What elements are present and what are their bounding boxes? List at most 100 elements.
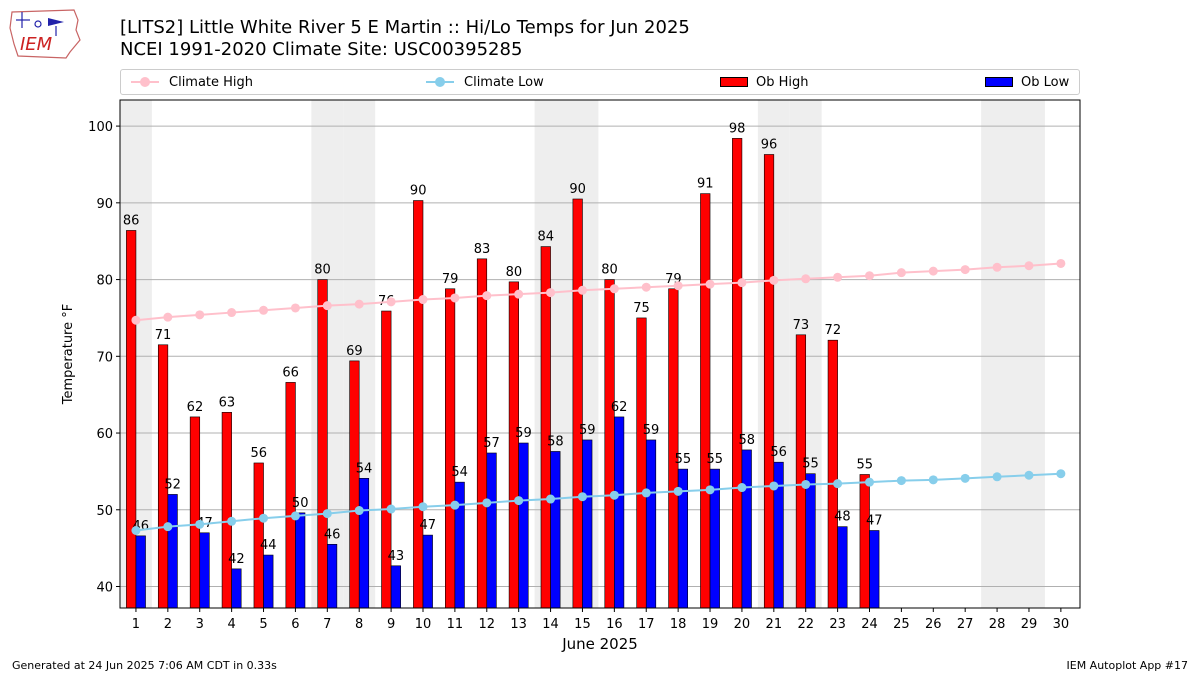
legend-item-ob-low: Ob Low	[985, 70, 1069, 94]
ob-low-bar	[645, 439, 657, 609]
climate-low-point	[195, 519, 205, 529]
ob-low-bar	[263, 554, 274, 609]
ob-high-label: 62	[187, 400, 204, 415]
weekend-band	[981, 100, 1014, 608]
x-tick-label: 21	[766, 617, 783, 632]
ob-high-bar	[540, 246, 551, 609]
ob-low-label: 42	[228, 552, 245, 567]
climate-high-point	[641, 282, 651, 292]
ob-low-label: 59	[579, 423, 596, 438]
climate-low-point	[1024, 470, 1034, 480]
y-tick-label: 60	[96, 427, 113, 442]
ob-high-label: 80	[314, 263, 331, 278]
ob-high-bar	[572, 198, 583, 609]
x-tick-label: 11	[447, 617, 464, 632]
ob-low-label: 58	[547, 434, 564, 449]
logo-text: IEM	[20, 34, 53, 55]
x-tick-label: 3	[196, 617, 204, 632]
ob-high-label: 98	[729, 121, 746, 136]
y-tick-label: 90	[96, 197, 113, 212]
climate-high-line	[135, 262, 1061, 322]
climate-high-point	[290, 303, 300, 313]
climate-high-point	[609, 284, 619, 294]
ob-low-bar	[614, 416, 625, 609]
climate-high-point	[131, 315, 141, 325]
ob-high-swatch	[720, 77, 748, 87]
climate-low-point	[482, 498, 492, 508]
ob-high-bar	[636, 317, 647, 609]
ob-low-bar	[741, 449, 752, 609]
ob-high-bar	[732, 138, 743, 609]
climate-high-point	[673, 281, 683, 291]
ob-high-bar	[476, 258, 488, 609]
climate-low-point	[705, 485, 715, 495]
x-tick-label: 30	[1053, 617, 1070, 632]
ob-low-label: 46	[324, 527, 341, 542]
x-tick-label: 20	[734, 617, 751, 632]
climate-high-point	[865, 271, 875, 281]
ob-low-bar	[295, 512, 306, 609]
ob-high-label: 86	[123, 213, 140, 228]
legend-item-ob-high: Ob High	[720, 70, 809, 94]
x-tick-label: 1	[132, 617, 140, 632]
climate-high-point	[705, 279, 715, 289]
ob-high-bar	[604, 279, 615, 609]
climate-high-point	[259, 305, 269, 315]
y-tick-label: 100	[88, 120, 113, 135]
climate-low-point	[290, 511, 300, 521]
legend-label-ob-high: Ob High	[756, 74, 809, 90]
x-tick-label: 2	[164, 617, 172, 632]
climate-low-point	[131, 525, 141, 535]
x-tick-label: 15	[574, 617, 591, 632]
x-axis-label: June 2025	[561, 635, 638, 653]
climate-low-point	[450, 500, 460, 510]
climate-low-point	[259, 513, 269, 523]
ob-high-label: 66	[282, 365, 299, 380]
ob-low-label: 54	[356, 461, 373, 476]
y-tick-label: 40	[96, 581, 113, 596]
ob-high-bar	[221, 412, 232, 609]
ob-high-label: 80	[601, 263, 618, 278]
ob-high-bar	[508, 281, 519, 609]
app-credit: IEM Autoplot App #17	[1066, 659, 1189, 672]
ob-high-label: 73	[793, 318, 810, 333]
x-tick-label: 5	[259, 617, 267, 632]
climate-low-point	[386, 504, 396, 514]
ob-high-bar	[859, 474, 870, 609]
x-tick-label: 10	[415, 617, 432, 632]
legend-label-climate-low: Climate Low	[464, 74, 544, 90]
climate-low-point	[163, 522, 173, 532]
weekend-band	[1013, 100, 1045, 608]
y-tick-label: 50	[96, 504, 113, 519]
ob-high-label: 96	[761, 137, 778, 152]
legend-label-ob-low: Ob Low	[1021, 74, 1070, 90]
chart-subtitle: NCEI 1991-2020 Climate Site: USC00395285	[120, 39, 523, 60]
ob-low-bar	[199, 532, 210, 609]
ob-high-bar	[126, 230, 137, 609]
ob-high-bar	[700, 193, 711, 609]
ob-high-bar	[668, 288, 679, 609]
ob-low-label: 43	[388, 549, 405, 564]
ob-high-label: 90	[410, 184, 427, 199]
y-tick-label: 70	[96, 350, 113, 365]
ob-high-label: 72	[825, 323, 842, 338]
x-tick-label: 4	[227, 617, 235, 632]
climate-low-point	[514, 496, 524, 506]
ob-high-label: 56	[250, 446, 267, 461]
ob-high-bar	[763, 154, 775, 609]
ob-low-label: 59	[643, 423, 660, 438]
climate-high-point	[960, 265, 970, 275]
climate-low-point	[227, 516, 237, 526]
climate-low-point	[609, 490, 619, 500]
climate-high-point	[450, 293, 460, 303]
legend-label-climate-high: Climate High	[169, 74, 254, 90]
ob-high-label: 55	[856, 457, 873, 472]
climate-high-point	[514, 289, 524, 299]
x-tick-label: 8	[355, 617, 363, 632]
climate-high-point	[354, 299, 364, 309]
climate-low-point	[577, 492, 587, 502]
climate-low-point	[865, 477, 875, 487]
ob-high-bar	[189, 416, 201, 609]
x-tick-label: 22	[797, 617, 814, 632]
ob-low-label: 47	[420, 518, 437, 533]
